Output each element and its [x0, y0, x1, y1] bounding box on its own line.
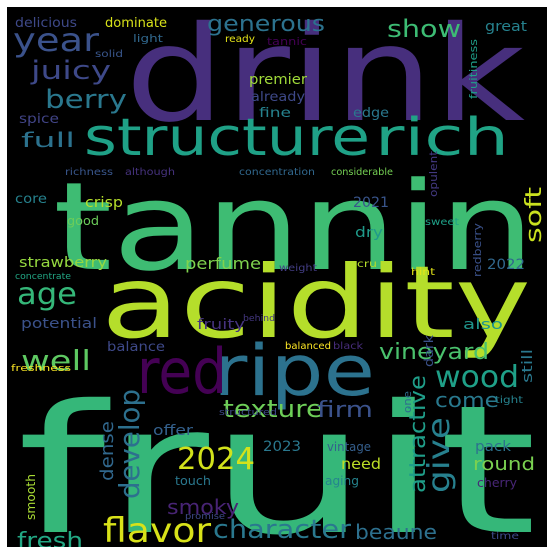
word-delicious: delicious — [15, 16, 77, 31]
word-concentrate: concentrate — [15, 272, 71, 282]
word-2024: 2024 — [177, 442, 255, 477]
word-2021: 2021 — [353, 195, 389, 211]
word-behind: behind — [243, 314, 275, 324]
word-develop: develop — [113, 389, 146, 499]
word-firm: firm — [317, 398, 373, 423]
word-soft: soft — [522, 186, 547, 243]
word-fine: fine — [259, 106, 291, 121]
word-need: need — [341, 455, 381, 473]
word-tannic: tannic — [267, 35, 307, 48]
word-structured: structured — [219, 408, 277, 418]
word-opulent: opulent — [427, 150, 440, 197]
word-considerable: considerable — [331, 167, 393, 178]
word-although: although — [125, 167, 175, 178]
word-great: great — [485, 19, 528, 35]
word-wood: wood — [435, 360, 519, 395]
word-drink: drink — [125, 7, 526, 152]
word-year: year — [13, 21, 100, 59]
word-perfume: perfume — [185, 254, 261, 273]
word-offer: offer — [153, 423, 193, 439]
word-age: age — [17, 277, 77, 312]
word-premier: premier — [249, 72, 307, 88]
word-beaune: beaune — [355, 520, 437, 544]
word-cloud-canvas: fruit tannin drink acidity ripe structur… — [7, 7, 547, 547]
word-ripe: ripe — [213, 330, 375, 412]
word-concentration: concentration — [239, 167, 315, 178]
word-balance: balance — [107, 340, 165, 355]
word-well: well — [21, 344, 91, 377]
word-texture: texture — [223, 395, 323, 423]
word-spice: spice — [19, 112, 59, 127]
word-fruity: fruity — [197, 317, 245, 333]
word-weight: weight — [279, 263, 317, 274]
word-come: come — [435, 388, 499, 412]
word-dominate: dominate — [105, 16, 167, 31]
word-light: light — [133, 32, 164, 45]
word-pack: pack — [475, 439, 512, 455]
word-dense: dense — [97, 421, 118, 481]
word-already: already — [251, 90, 305, 105]
word-smoky: smoky — [167, 495, 239, 519]
word-fresh: fresh — [17, 529, 83, 547]
word-character: character — [213, 515, 351, 545]
word-vineyard: vineyard — [379, 340, 489, 365]
word-rich: rich — [375, 108, 509, 168]
word-dry: dry — [355, 225, 383, 241]
word-smooth: smooth — [24, 474, 38, 520]
word-touch: touch — [175, 474, 211, 488]
word-balanced: balanced — [285, 341, 331, 352]
word-vintage: vintage — [327, 440, 371, 454]
word-2022: 2022 — [487, 257, 525, 273]
word-strawberry: strawberry — [19, 255, 107, 271]
word-aging: aging — [325, 474, 359, 488]
word-also: also — [463, 317, 503, 333]
word-give: give — [422, 417, 457, 493]
word-cherry: cherry — [477, 476, 517, 490]
word-solid: solid — [95, 49, 123, 60]
word-one: one — [401, 391, 414, 413]
word-round: round — [473, 454, 535, 475]
word-2023: 2023 — [263, 439, 301, 455]
word-freshness: freshness — [11, 364, 71, 374]
word-promise: promise — [185, 512, 226, 522]
word-dark: dark — [422, 335, 436, 367]
word-fruit: fruit — [17, 367, 537, 547]
word-berry: berry — [45, 85, 127, 115]
word-crisp: crisp — [85, 195, 123, 211]
word-juicy: juicy — [30, 56, 111, 86]
word-structure: structure — [84, 108, 370, 168]
word-good: good — [67, 214, 99, 228]
word-flavor: flavor — [103, 511, 211, 547]
word-time: time — [491, 531, 519, 542]
word-hint: hint — [411, 267, 435, 278]
word-still: still — [520, 349, 536, 383]
word-show: show — [387, 15, 461, 43]
word-cru: cru — [357, 259, 377, 270]
word-full: full — [21, 128, 75, 152]
word-tight: tight — [495, 395, 523, 406]
word-black: black — [333, 341, 363, 352]
word-richness: richness — [65, 167, 113, 178]
word-cloud: fruit tannin drink acidity ripe structur… — [7, 7, 547, 547]
word-redberry: redberry — [471, 222, 484, 277]
cloud-background — [7, 7, 547, 547]
word-tannin: tannin — [53, 156, 535, 298]
word-attractive: attractive — [406, 375, 431, 493]
word-edge: edge — [353, 106, 389, 121]
word-ready: ready — [225, 34, 255, 45]
word-fruitiness: fruitiness — [467, 39, 480, 99]
word-core: core — [15, 192, 47, 207]
word-potential: potential — [21, 316, 97, 332]
word-acidity: acidity — [101, 244, 531, 361]
word-generous: generous — [207, 12, 325, 37]
word-sweet: sweet — [425, 217, 459, 228]
word-red: red — [137, 335, 227, 408]
